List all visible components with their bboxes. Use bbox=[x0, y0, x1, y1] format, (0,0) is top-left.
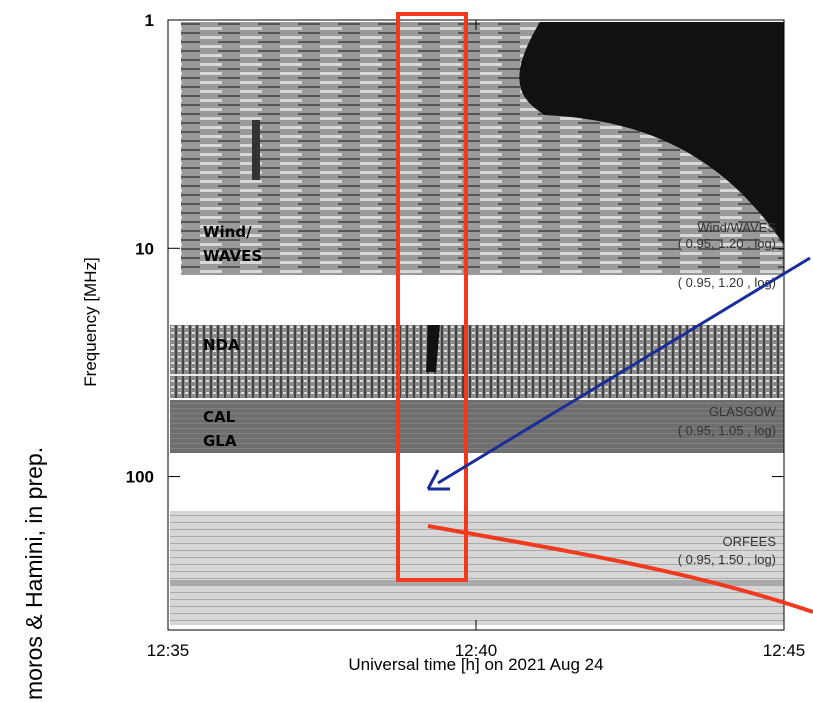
instrument-params: ( 0.95, 1.20 , log) bbox=[678, 236, 776, 251]
wind-label: Wind/ bbox=[203, 223, 252, 241]
arrow bbox=[437, 256, 811, 485]
instrument-params: ( 0.95, 1.20 , log) bbox=[678, 275, 776, 290]
glasgow-label: GLA bbox=[203, 432, 237, 450]
instrument-name: Wind/WAVES bbox=[697, 220, 776, 235]
nda-band bbox=[170, 325, 784, 398]
instrument-params: ( 0.95, 1.05 , log) bbox=[678, 423, 776, 438]
drift-line bbox=[427, 524, 813, 614]
instrument-name: ORFEES bbox=[723, 534, 777, 549]
wind-burst bbox=[252, 120, 260, 180]
highlight-box bbox=[396, 12, 468, 582]
glasgow-band bbox=[170, 400, 784, 453]
x-tick-label: 12:45 bbox=[763, 641, 806, 660]
credit: moros & Hamini, in prep. bbox=[21, 447, 47, 700]
orfees-line bbox=[170, 580, 784, 586]
y-axis-label: Frequency [MHz] bbox=[81, 257, 100, 386]
axes: 12:35 12:40 12:45 1 10 100 bbox=[126, 11, 806, 660]
y-tick-label: 1 bbox=[145, 11, 154, 30]
y-tick-label: 100 bbox=[126, 468, 154, 487]
wind-label: WAVES bbox=[203, 247, 262, 265]
nda-burst bbox=[426, 325, 440, 372]
y-tick-label: 10 bbox=[135, 239, 154, 258]
arrow-head bbox=[426, 469, 450, 491]
x-axis-label: Universal time [h] on 2021 Aug 24 bbox=[348, 655, 603, 674]
instrument-name: GLASGOW bbox=[709, 404, 777, 419]
orfees-band bbox=[170, 511, 784, 625]
glasgow-label: CAL bbox=[203, 408, 236, 426]
nda-label: NDA bbox=[203, 336, 240, 354]
spectrogram bbox=[170, 22, 784, 625]
wind-dark-region bbox=[519, 22, 784, 245]
x-tick-label: 12:40 bbox=[455, 641, 498, 660]
x-tick-label: 12:35 bbox=[147, 641, 190, 660]
instrument-params: ( 0.95, 1.50 , log) bbox=[678, 552, 776, 567]
